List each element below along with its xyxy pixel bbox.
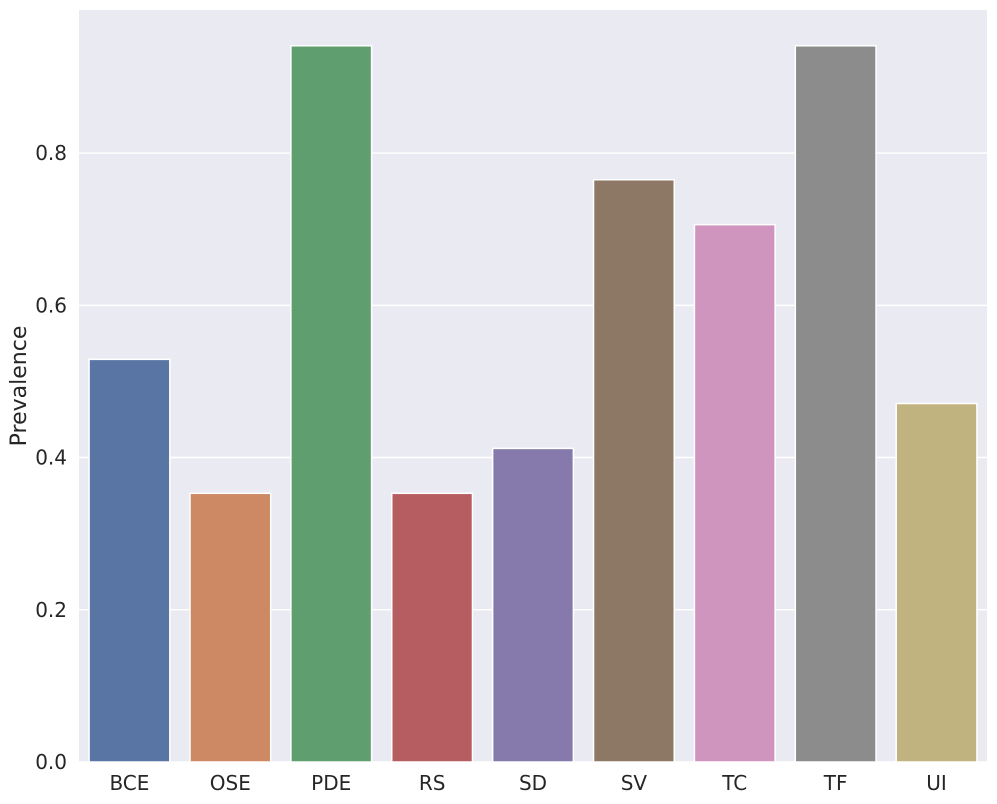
bar-tc bbox=[693, 223, 776, 763]
bar-pde bbox=[290, 45, 373, 763]
x-tick-label-tf: TF bbox=[823, 771, 848, 795]
x-tick-label-tc: TC bbox=[721, 771, 747, 795]
bars bbox=[88, 45, 978, 763]
bar-rs bbox=[391, 492, 474, 763]
bar-bce bbox=[88, 358, 171, 763]
y-tick-label: 0.0 bbox=[35, 750, 67, 774]
bar-ose bbox=[189, 492, 272, 763]
y-tick-label: 0.4 bbox=[35, 446, 67, 470]
x-tick-label-pde: PDE bbox=[311, 771, 351, 795]
y-axis-ticks: 0.0 0.2 0.4 0.6 0.8 bbox=[35, 141, 67, 774]
y-tick-label: 0.6 bbox=[35, 293, 67, 317]
x-tick-label-sd: SD bbox=[519, 771, 547, 795]
y-axis-label: Prevalence bbox=[7, 326, 32, 447]
x-tick-label-ui: UI bbox=[926, 771, 947, 795]
y-tick-label: 0.8 bbox=[35, 141, 67, 165]
x-tick-label-ose: OSE bbox=[210, 771, 251, 795]
bar-tf bbox=[794, 45, 877, 763]
y-tick-label: 0.2 bbox=[35, 598, 67, 622]
bar-ui bbox=[895, 402, 978, 763]
x-tick-label-sv: SV bbox=[621, 771, 648, 795]
bar-sv bbox=[592, 178, 675, 763]
x-tick-label-bce: BCE bbox=[109, 771, 149, 795]
bar-sd bbox=[491, 447, 575, 763]
x-axis-ticks: BCE OSE PDE RS SD SV TC TF UI bbox=[109, 771, 946, 795]
x-tick-label-rs: RS bbox=[419, 771, 446, 795]
